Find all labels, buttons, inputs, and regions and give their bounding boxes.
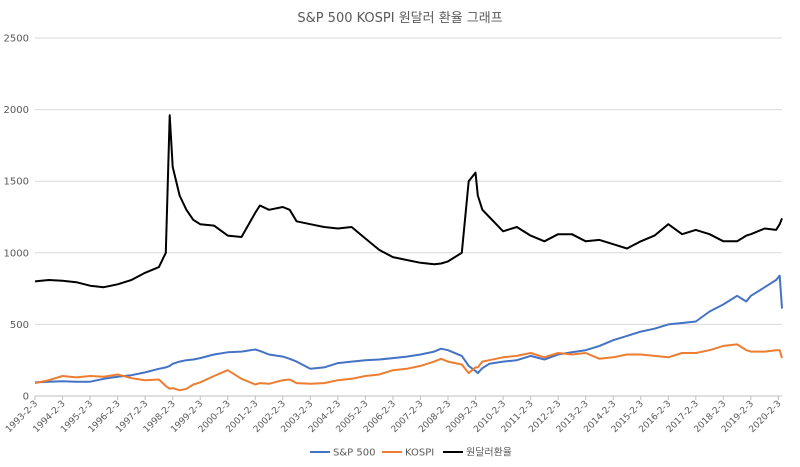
legend: S&P 500 KOSPI 원달러환율 [310,447,512,459]
legend-label: KOSPI [405,448,434,459]
series-lines [34,114,783,392]
series-line-1 [34,343,783,392]
y-tick-label: 2500 [4,34,29,45]
series-line-0 [34,274,783,384]
y-tick-label: 1500 [4,177,29,188]
legend-label: S&P 500 [333,448,375,459]
series-line-2 [34,114,783,289]
grid-lines [35,37,782,397]
y-tick-label: 1000 [4,248,29,259]
y-tick-label: 500 [10,320,29,331]
y-axis: 0 500 1000 1500 2000 2500 [4,34,29,403]
chart-title: S&P 500 KOSPI 원달러 환율 그래프 [297,11,502,26]
legend-label: 원달러환율 [466,447,512,459]
y-tick-label: 0 [23,392,29,403]
y-tick-label: 2000 [4,105,29,116]
x-axis: 1993-2-31994-2-31995-2-31996-2-31997-2-3… [4,396,784,435]
